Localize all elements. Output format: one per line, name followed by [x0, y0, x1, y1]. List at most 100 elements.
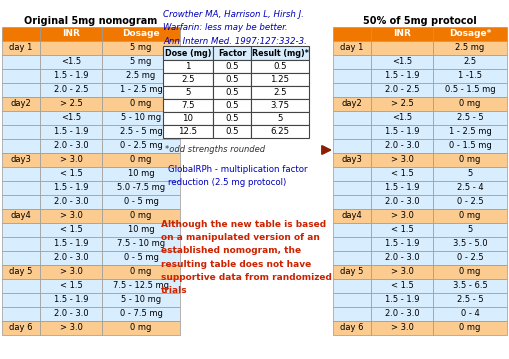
Text: 1.5 - 1.9: 1.5 - 1.9 [385, 295, 419, 304]
Text: 0 - 5 mg: 0 - 5 mg [124, 253, 158, 262]
Text: 2.5 - 4: 2.5 - 4 [457, 183, 484, 192]
Bar [371, 125, 433, 139]
Bar [251, 60, 309, 73]
Text: 0 - 2.5: 0 - 2.5 [457, 253, 484, 262]
Bar [433, 139, 507, 153]
Text: 0 mg: 0 mg [459, 267, 480, 276]
Bar [40, 251, 102, 265]
Bar [251, 125, 309, 138]
Text: 0 mg: 0 mg [459, 99, 480, 108]
Bar [163, 73, 213, 86]
Bar [433, 111, 507, 125]
Bar [213, 46, 251, 60]
Bar [40, 195, 102, 209]
Bar [40, 307, 102, 321]
Text: < 1.5: < 1.5 [60, 281, 82, 290]
Text: 0 - 5 mg: 0 - 5 mg [124, 197, 158, 206]
Bar [102, 153, 180, 167]
Text: 2.5: 2.5 [463, 57, 476, 66]
Bar [2, 265, 40, 279]
Text: 0 mg: 0 mg [130, 155, 152, 164]
Bar [371, 69, 433, 83]
Text: 0 mg: 0 mg [130, 99, 152, 108]
Text: 2.5: 2.5 [181, 75, 195, 84]
Text: > 2.5: > 2.5 [390, 99, 413, 108]
Text: 5: 5 [185, 88, 191, 97]
Text: 0 mg: 0 mg [459, 211, 480, 220]
Text: 0.5: 0.5 [225, 62, 239, 71]
Bar [102, 97, 180, 111]
Text: 2.5 - 5: 2.5 - 5 [457, 113, 484, 122]
Bar [333, 139, 371, 153]
Text: 2.0 - 3.0: 2.0 - 3.0 [53, 309, 89, 318]
Bar [40, 55, 102, 69]
Text: INR: INR [393, 29, 411, 38]
Bar [40, 279, 102, 293]
Bar [371, 279, 433, 293]
Bar [333, 111, 371, 125]
Bar [2, 69, 40, 83]
Text: 1.5 - 1.9: 1.5 - 1.9 [54, 71, 88, 80]
Bar [2, 279, 40, 293]
Bar [433, 251, 507, 265]
Bar [40, 237, 102, 251]
Bar [2, 293, 40, 307]
Bar [333, 181, 371, 195]
Bar [333, 195, 371, 209]
Text: > 3.0: > 3.0 [60, 323, 82, 332]
Bar [2, 237, 40, 251]
Bar [102, 181, 180, 195]
Bar [371, 293, 433, 307]
Bar [2, 195, 40, 209]
Text: 2.0 - 3.0: 2.0 - 3.0 [385, 197, 419, 206]
Bar [163, 86, 213, 99]
Text: Crowther MA, Harrison L, Hirsh J.
Warfarin: less may be better.
Ann Intern Med. : Crowther MA, Harrison L, Hirsh J. Warfar… [163, 10, 307, 45]
Bar [433, 265, 507, 279]
Bar [433, 237, 507, 251]
Text: 2.0 - 3.0: 2.0 - 3.0 [385, 253, 419, 262]
Bar [2, 97, 40, 111]
Text: 7.5 - 10 mg: 7.5 - 10 mg [117, 239, 165, 248]
Bar [333, 209, 371, 223]
Text: 5.0 -7.5 mg: 5.0 -7.5 mg [117, 183, 165, 192]
Bar [333, 69, 371, 83]
Text: 1.5 - 1.9: 1.5 - 1.9 [54, 239, 88, 248]
Text: 0.5: 0.5 [225, 88, 239, 97]
Text: 12.5: 12.5 [179, 127, 197, 136]
Bar [433, 167, 507, 181]
Bar [40, 321, 102, 335]
Text: 0.5: 0.5 [225, 75, 239, 84]
Text: 1 -1.5: 1 -1.5 [458, 71, 482, 80]
Bar [102, 307, 180, 321]
Text: 5: 5 [467, 225, 473, 234]
Text: 0 mg: 0 mg [459, 323, 480, 332]
Bar [40, 139, 102, 153]
Text: 0.5 - 1.5 mg: 0.5 - 1.5 mg [445, 85, 495, 94]
Text: > 3.0: > 3.0 [60, 155, 82, 164]
Text: 2.0 - 2.5: 2.0 - 2.5 [385, 85, 419, 94]
Bar [40, 83, 102, 97]
Bar [371, 97, 433, 111]
Text: 2.5 - 5 mg: 2.5 - 5 mg [120, 127, 162, 136]
Bar [213, 73, 251, 86]
Text: < 1.5: < 1.5 [390, 169, 413, 178]
Text: 0 mg: 0 mg [130, 211, 152, 220]
Bar [333, 41, 371, 55]
Text: 0.5: 0.5 [225, 127, 239, 136]
Bar [433, 209, 507, 223]
Bar [40, 97, 102, 111]
Text: 0 - 2.5 mg: 0 - 2.5 mg [120, 141, 162, 150]
Bar [371, 55, 433, 69]
Text: 2.5 mg: 2.5 mg [126, 71, 156, 80]
Text: Although the new table is based
on a manipulated version of an
established nomog: Although the new table is based on a man… [161, 220, 332, 295]
Bar [2, 83, 40, 97]
Text: 5 mg: 5 mg [130, 43, 152, 52]
Text: > 3.0: > 3.0 [60, 211, 82, 220]
Bar [433, 293, 507, 307]
Text: > 3.0: > 3.0 [390, 267, 413, 276]
Bar [163, 112, 213, 125]
Bar [251, 46, 309, 60]
Text: GlobalRPh - multiplication factor
reduction (2.5 mg protocol): GlobalRPh - multiplication factor reduct… [168, 165, 307, 187]
Bar [102, 265, 180, 279]
Bar [433, 153, 507, 167]
